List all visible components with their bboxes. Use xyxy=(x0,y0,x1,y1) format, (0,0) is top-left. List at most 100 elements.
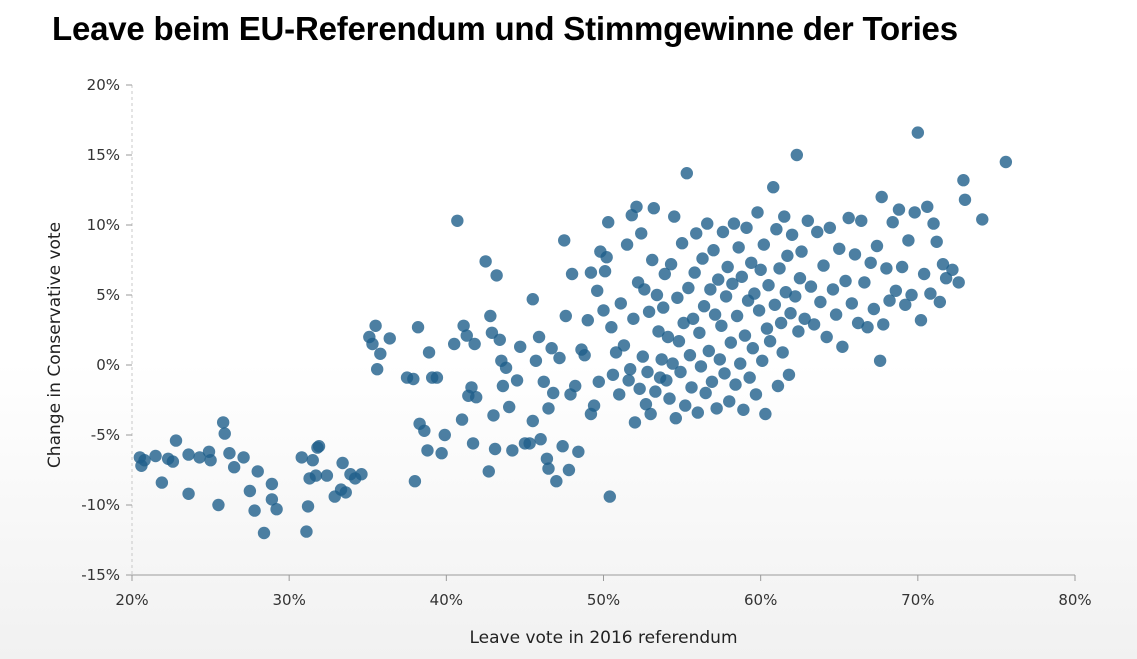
data-point xyxy=(556,440,569,453)
data-points xyxy=(133,126,1013,540)
data-point xyxy=(487,409,500,422)
data-point xyxy=(301,500,315,513)
data-point xyxy=(870,239,884,253)
data-point xyxy=(447,337,461,351)
data-point xyxy=(559,309,572,323)
data-point xyxy=(716,225,730,239)
data-point xyxy=(778,210,791,223)
data-point xyxy=(639,398,653,411)
data-point xyxy=(644,407,657,421)
data-point xyxy=(958,193,972,206)
data-point xyxy=(680,167,693,180)
data-point xyxy=(718,367,731,380)
data-point xyxy=(905,288,918,302)
data-point xyxy=(169,434,183,447)
data-point xyxy=(707,244,720,257)
data-point xyxy=(748,287,761,300)
data-point xyxy=(558,234,571,247)
data-point xyxy=(622,374,635,387)
data-point xyxy=(660,374,673,387)
data-point xyxy=(732,241,745,254)
data-point xyxy=(712,273,725,286)
data-point xyxy=(455,413,469,426)
data-point xyxy=(734,357,747,370)
data-point xyxy=(647,202,660,215)
data-point xyxy=(762,279,775,292)
data-point xyxy=(572,445,585,458)
data-point xyxy=(499,361,513,374)
data-point xyxy=(917,267,931,281)
data-point xyxy=(562,463,576,477)
data-point xyxy=(804,280,818,293)
data-point xyxy=(952,276,965,289)
data-point xyxy=(701,217,714,230)
data-point xyxy=(795,245,808,258)
data-point xyxy=(614,297,627,310)
data-point xyxy=(642,305,656,318)
data-point xyxy=(529,354,543,367)
data-point xyxy=(807,318,821,331)
data-point xyxy=(759,407,772,421)
data-point xyxy=(537,375,550,388)
data-point xyxy=(902,234,915,247)
data-point xyxy=(633,382,646,395)
data-point xyxy=(933,295,947,309)
data-point xyxy=(746,342,760,355)
data-point xyxy=(218,427,231,440)
data-point xyxy=(789,290,802,303)
data-point xyxy=(542,462,555,475)
data-point xyxy=(779,286,793,299)
data-point xyxy=(833,242,846,255)
data-point xyxy=(457,319,470,332)
data-point xyxy=(257,526,271,540)
data-point xyxy=(883,294,896,307)
data-point xyxy=(166,455,180,468)
data-point xyxy=(715,319,728,332)
data-point xyxy=(690,227,703,240)
data-point xyxy=(661,330,675,344)
data-point xyxy=(738,329,752,342)
data-point xyxy=(814,295,827,309)
data-point xyxy=(889,284,903,297)
data-point xyxy=(605,321,618,334)
data-point xyxy=(469,391,483,404)
data-point xyxy=(630,200,643,213)
data-point xyxy=(578,349,591,362)
data-point xyxy=(671,291,684,304)
data-point xyxy=(721,260,734,274)
y-tick-label: -10% xyxy=(81,496,120,514)
data-point xyxy=(465,381,478,394)
data-point xyxy=(892,203,906,216)
data-point xyxy=(155,476,169,489)
data-point xyxy=(553,351,566,365)
data-point xyxy=(306,454,319,467)
data-point xyxy=(921,200,934,213)
data-point xyxy=(873,354,887,367)
data-point xyxy=(790,148,804,162)
data-point xyxy=(855,214,868,227)
x-tick-label: 40% xyxy=(430,591,463,609)
data-point xyxy=(768,298,782,311)
data-point xyxy=(569,379,582,393)
data-point xyxy=(627,312,640,325)
axis-ticks: 20% 30% 40% 50% 60% 70% 80% 20% 15% 10% 5% 0% -5% -10… xyxy=(81,76,1091,609)
data-point xyxy=(801,214,815,227)
data-point xyxy=(657,301,670,314)
data-point xyxy=(723,395,736,408)
data-point xyxy=(295,451,308,464)
data-point xyxy=(793,272,807,285)
data-point xyxy=(606,368,620,381)
data-point xyxy=(370,363,384,376)
data-point xyxy=(776,346,789,359)
data-point xyxy=(924,287,937,300)
data-point xyxy=(696,252,709,265)
data-point xyxy=(514,340,527,353)
data-point xyxy=(408,475,422,488)
data-point xyxy=(760,322,774,335)
data-point xyxy=(320,469,334,482)
data-point xyxy=(510,374,524,387)
data-point xyxy=(374,347,387,360)
data-point xyxy=(369,319,382,332)
data-point xyxy=(600,251,613,264)
data-point xyxy=(526,414,539,428)
